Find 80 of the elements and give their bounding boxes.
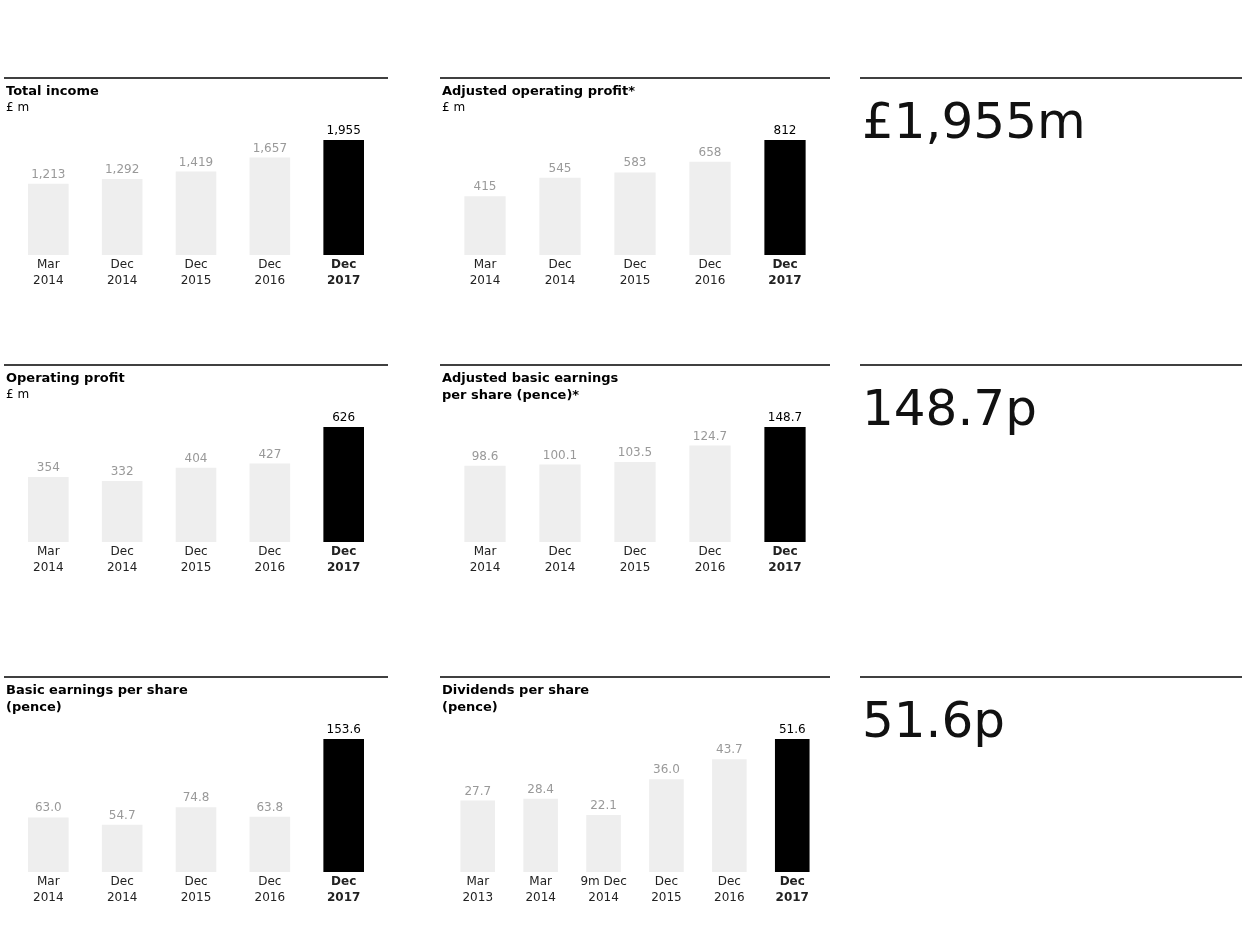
x-tick-label: Mar 2014	[525, 874, 556, 904]
x-tick-label: Dec 2015	[619, 257, 651, 287]
x-tick-label: Dec 2016	[694, 257, 726, 287]
data-label: 626	[332, 410, 356, 424]
data-label: 36.0	[653, 762, 680, 777]
data-label: 28.4	[527, 781, 554, 796]
data-label: 427	[258, 446, 282, 461]
text: 148.7p	[862, 379, 1037, 437]
x-tick-label: Dec 2017	[768, 257, 802, 287]
x-tick-label: Dec 2015	[180, 544, 212, 574]
bar	[323, 739, 364, 872]
chart-title: Adjusted operating profit*	[442, 83, 636, 98]
x-tick-label: Dec 2014	[106, 874, 138, 904]
data-label: 1,213	[31, 166, 66, 181]
bar	[323, 140, 364, 255]
bar	[323, 427, 364, 542]
x-tick-label: Dec 2016	[254, 257, 286, 287]
data-label: 658	[698, 144, 722, 159]
data-label: 812	[773, 123, 797, 137]
x-tick-label: Dec 2016	[254, 544, 286, 574]
bar	[764, 427, 806, 542]
chart-title: Operating profit	[6, 370, 125, 385]
x-tick-label: Dec 2017	[326, 544, 361, 574]
x-tick-label: Dec 2015	[619, 544, 651, 574]
x-tick-label: Mar 2014	[469, 544, 501, 574]
x-tick-label: Mar 2013	[462, 874, 494, 904]
data-label: 583	[623, 155, 647, 170]
x-tick-label: Dec 2017	[775, 874, 809, 904]
data-label: 404	[184, 450, 208, 465]
chart-subtitle: £ m	[442, 100, 466, 114]
data-label: 74.8	[182, 790, 210, 805]
x-tick-label: Dec 2014	[106, 544, 138, 574]
data-label: 124.7	[692, 428, 728, 443]
chart-subtitle: £ m	[6, 100, 30, 114]
x-tick-label: 9m Dec 2014	[580, 874, 627, 904]
x-tick-label: Dec 2017	[326, 874, 361, 904]
data-label: 545	[548, 160, 572, 175]
data-label: 63.0	[34, 800, 62, 815]
chart-title: Total income	[6, 83, 99, 98]
data-label: 415	[473, 179, 497, 194]
data-label: 98.6	[471, 448, 499, 463]
x-tick-label: Dec 2015	[180, 874, 212, 904]
x-tick-label: Dec 2016	[714, 874, 745, 904]
x-tick-label: Mar 2014	[469, 257, 501, 287]
bar	[764, 140, 806, 255]
x-tick-label: Dec 2015	[180, 257, 212, 287]
data-label: 1,657	[252, 140, 288, 155]
data-label: 54.7	[108, 807, 136, 822]
x-tick-label: Mar 2014	[33, 874, 64, 904]
bar	[774, 739, 810, 872]
chart-title: Dividends per share (pence)	[442, 682, 590, 714]
x-tick-label: Dec 2016	[694, 544, 726, 574]
x-tick-label: Dec 2015	[651, 874, 682, 904]
data-label: 51.6	[778, 722, 806, 736]
chart-subtitle: £ m	[6, 387, 30, 401]
data-label: 1,419	[178, 154, 214, 169]
data-label: 43.7	[716, 742, 743, 757]
x-tick-label: Mar 2014	[33, 257, 64, 287]
x-tick-label: Dec 2017	[768, 544, 802, 574]
chart-title: Basic earnings per share (pence)	[6, 682, 188, 714]
x-tick-label: Dec 2014	[544, 544, 576, 574]
data-label: 332	[110, 464, 134, 479]
data-label: 354	[36, 459, 60, 474]
data-label: 1,955	[326, 123, 361, 137]
x-tick-label: Dec 2016	[254, 874, 286, 904]
x-tick-label: Dec 2014	[106, 257, 138, 287]
data-label: 22.1	[590, 798, 617, 813]
x-tick-label: Mar 2014	[33, 544, 64, 574]
data-label: 27.7	[464, 783, 492, 798]
data-label: 148.7	[767, 410, 803, 424]
data-label: 1,292	[104, 162, 140, 176]
chart-title: Adjusted basic earnings per share (pence)*	[442, 370, 619, 402]
x-tick-label: Dec 2017	[326, 257, 361, 287]
text: £1,955m	[862, 92, 1086, 150]
x-tick-label: Dec 2014	[544, 257, 576, 287]
text: 51.6p	[862, 691, 1006, 749]
data-label: 103.5	[617, 444, 653, 459]
data-label: 100.1	[542, 447, 578, 462]
data-label: 153.6	[326, 722, 361, 736]
data-label: 63.8	[256, 799, 284, 814]
